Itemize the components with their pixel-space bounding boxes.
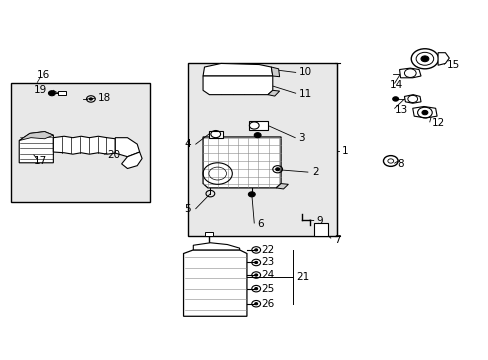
Text: 7: 7 — [333, 235, 340, 245]
Text: 20: 20 — [107, 150, 120, 160]
Polygon shape — [183, 250, 246, 316]
Text: 13: 13 — [394, 105, 407, 115]
Text: 26: 26 — [261, 299, 274, 309]
Text: 18: 18 — [98, 93, 111, 103]
Polygon shape — [208, 131, 223, 138]
Text: 19: 19 — [34, 85, 47, 95]
Text: 5: 5 — [184, 204, 190, 215]
Circle shape — [420, 56, 428, 62]
Polygon shape — [437, 53, 448, 65]
Polygon shape — [412, 107, 436, 118]
Text: 23: 23 — [261, 257, 274, 267]
Circle shape — [254, 249, 257, 251]
Text: 2: 2 — [311, 167, 318, 177]
Polygon shape — [404, 95, 420, 103]
Circle shape — [421, 111, 427, 115]
Text: 17: 17 — [34, 156, 47, 166]
Polygon shape — [19, 132, 53, 140]
Bar — [188, 63, 336, 235]
Text: 22: 22 — [261, 245, 274, 255]
Text: 10: 10 — [299, 67, 312, 77]
Polygon shape — [19, 132, 53, 163]
Circle shape — [254, 274, 257, 276]
Text: 21: 21 — [296, 272, 309, 282]
Polygon shape — [276, 184, 288, 189]
Text: 11: 11 — [299, 89, 312, 99]
Circle shape — [275, 168, 279, 171]
Text: 25: 25 — [261, 284, 274, 294]
Text: 4: 4 — [184, 139, 190, 149]
Text: 15: 15 — [446, 60, 459, 70]
Circle shape — [392, 97, 398, 101]
Text: 9: 9 — [316, 216, 323, 226]
Bar — [11, 83, 150, 202]
Circle shape — [254, 288, 257, 290]
Circle shape — [89, 98, 92, 100]
Text: 24: 24 — [261, 270, 274, 280]
Text: 14: 14 — [389, 80, 402, 90]
Polygon shape — [115, 138, 140, 157]
Circle shape — [254, 261, 257, 264]
Text: 8: 8 — [396, 159, 403, 169]
Bar — [205, 232, 213, 235]
Bar — [58, 91, 65, 95]
Polygon shape — [267, 90, 279, 96]
Polygon shape — [122, 152, 142, 168]
Text: 16: 16 — [37, 70, 50, 80]
Circle shape — [254, 133, 261, 138]
Polygon shape — [203, 63, 272, 76]
Polygon shape — [193, 243, 239, 250]
Polygon shape — [203, 137, 281, 188]
Text: 1: 1 — [341, 145, 348, 156]
Polygon shape — [203, 76, 272, 95]
Circle shape — [248, 192, 255, 197]
Circle shape — [254, 303, 257, 305]
Text: 12: 12 — [431, 118, 445, 128]
Polygon shape — [53, 136, 115, 154]
Polygon shape — [399, 68, 420, 78]
Polygon shape — [271, 67, 279, 77]
Circle shape — [48, 91, 55, 96]
Text: 6: 6 — [257, 219, 264, 229]
Polygon shape — [313, 223, 328, 235]
Text: 3: 3 — [298, 133, 304, 143]
Polygon shape — [249, 121, 267, 130]
